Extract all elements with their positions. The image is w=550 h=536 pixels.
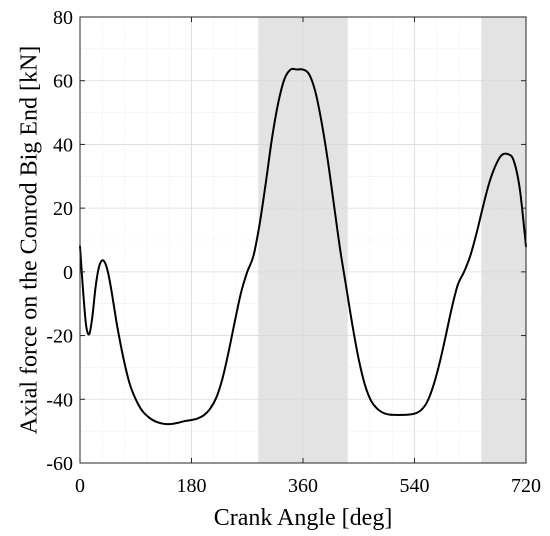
x-tick-label: 180 <box>177 475 207 497</box>
x-tick-label: 0 <box>75 475 85 497</box>
series-layer <box>79 67 527 426</box>
y-tick-label: 20 <box>53 198 73 220</box>
y-tick-label: 80 <box>53 7 73 29</box>
y-tick-label: 0 <box>63 262 73 284</box>
x-tick-label: 720 <box>511 475 541 497</box>
series-line-1 <box>79 67 527 426</box>
y-tick-label: 40 <box>53 134 73 156</box>
x-axis-label: Crank Angle [deg] <box>214 505 393 531</box>
x-tick-label: 540 <box>400 475 430 497</box>
x-tick-label: 360 <box>288 475 318 497</box>
y-tick-label: -60 <box>46 453 73 475</box>
y-tick-labels: -60 -40 -20 0 20 40 60 80 <box>46 7 73 475</box>
y-tick-label: -40 <box>46 389 73 411</box>
y-axis-label: Axial force on the Conrod Big End [kN] <box>16 46 42 435</box>
x-tick-labels: 0 180 360 540 720 <box>75 475 541 497</box>
y-tick-label: 60 <box>53 71 73 93</box>
tick-marks <box>79 16 527 464</box>
y-tick-label: -20 <box>46 326 73 348</box>
